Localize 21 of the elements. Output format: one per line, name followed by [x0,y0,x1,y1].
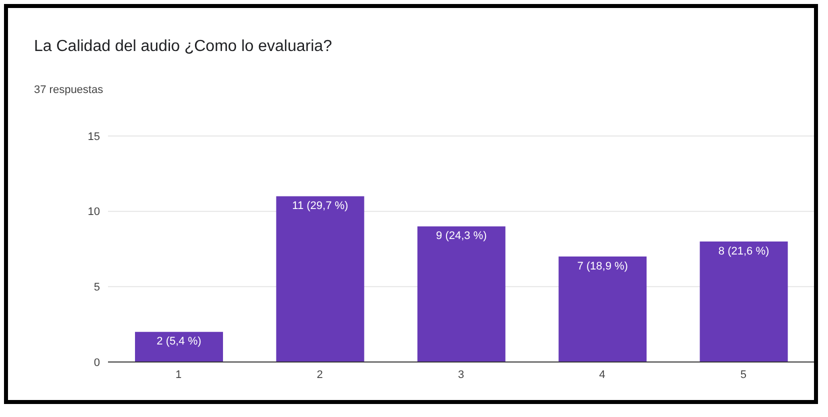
data-label: 8 (21,6 %) [718,245,770,258]
data-label: 2 (5,4 %) [156,336,202,348]
chart-title: La Calidad del audio ¿Como lo evaluaria? [34,38,332,56]
data-label: 11 (29,7 %) [292,200,348,212]
bar [558,256,647,362]
y-tick-label: 0 [94,356,100,369]
bar [135,332,223,362]
x-tick-label: 4 [599,368,606,381]
x-tick-label: 2 [316,368,323,381]
y-tick-label: 15 [88,130,100,143]
bar [276,196,364,362]
x-tick-label: 5 [740,368,746,381]
bar [700,241,788,362]
x-tick-label: 3 [458,368,464,381]
chart-subtitle: 37 respuestas [34,84,104,96]
data-label: 7 (18,9 %) [577,260,628,272]
y-tick-label: 10 [88,206,100,218]
y-tick-label: 5 [94,282,100,294]
data-label: 9 (24,3 %) [436,230,487,242]
x-tick-label: 1 [176,368,182,381]
bar [417,226,506,362]
